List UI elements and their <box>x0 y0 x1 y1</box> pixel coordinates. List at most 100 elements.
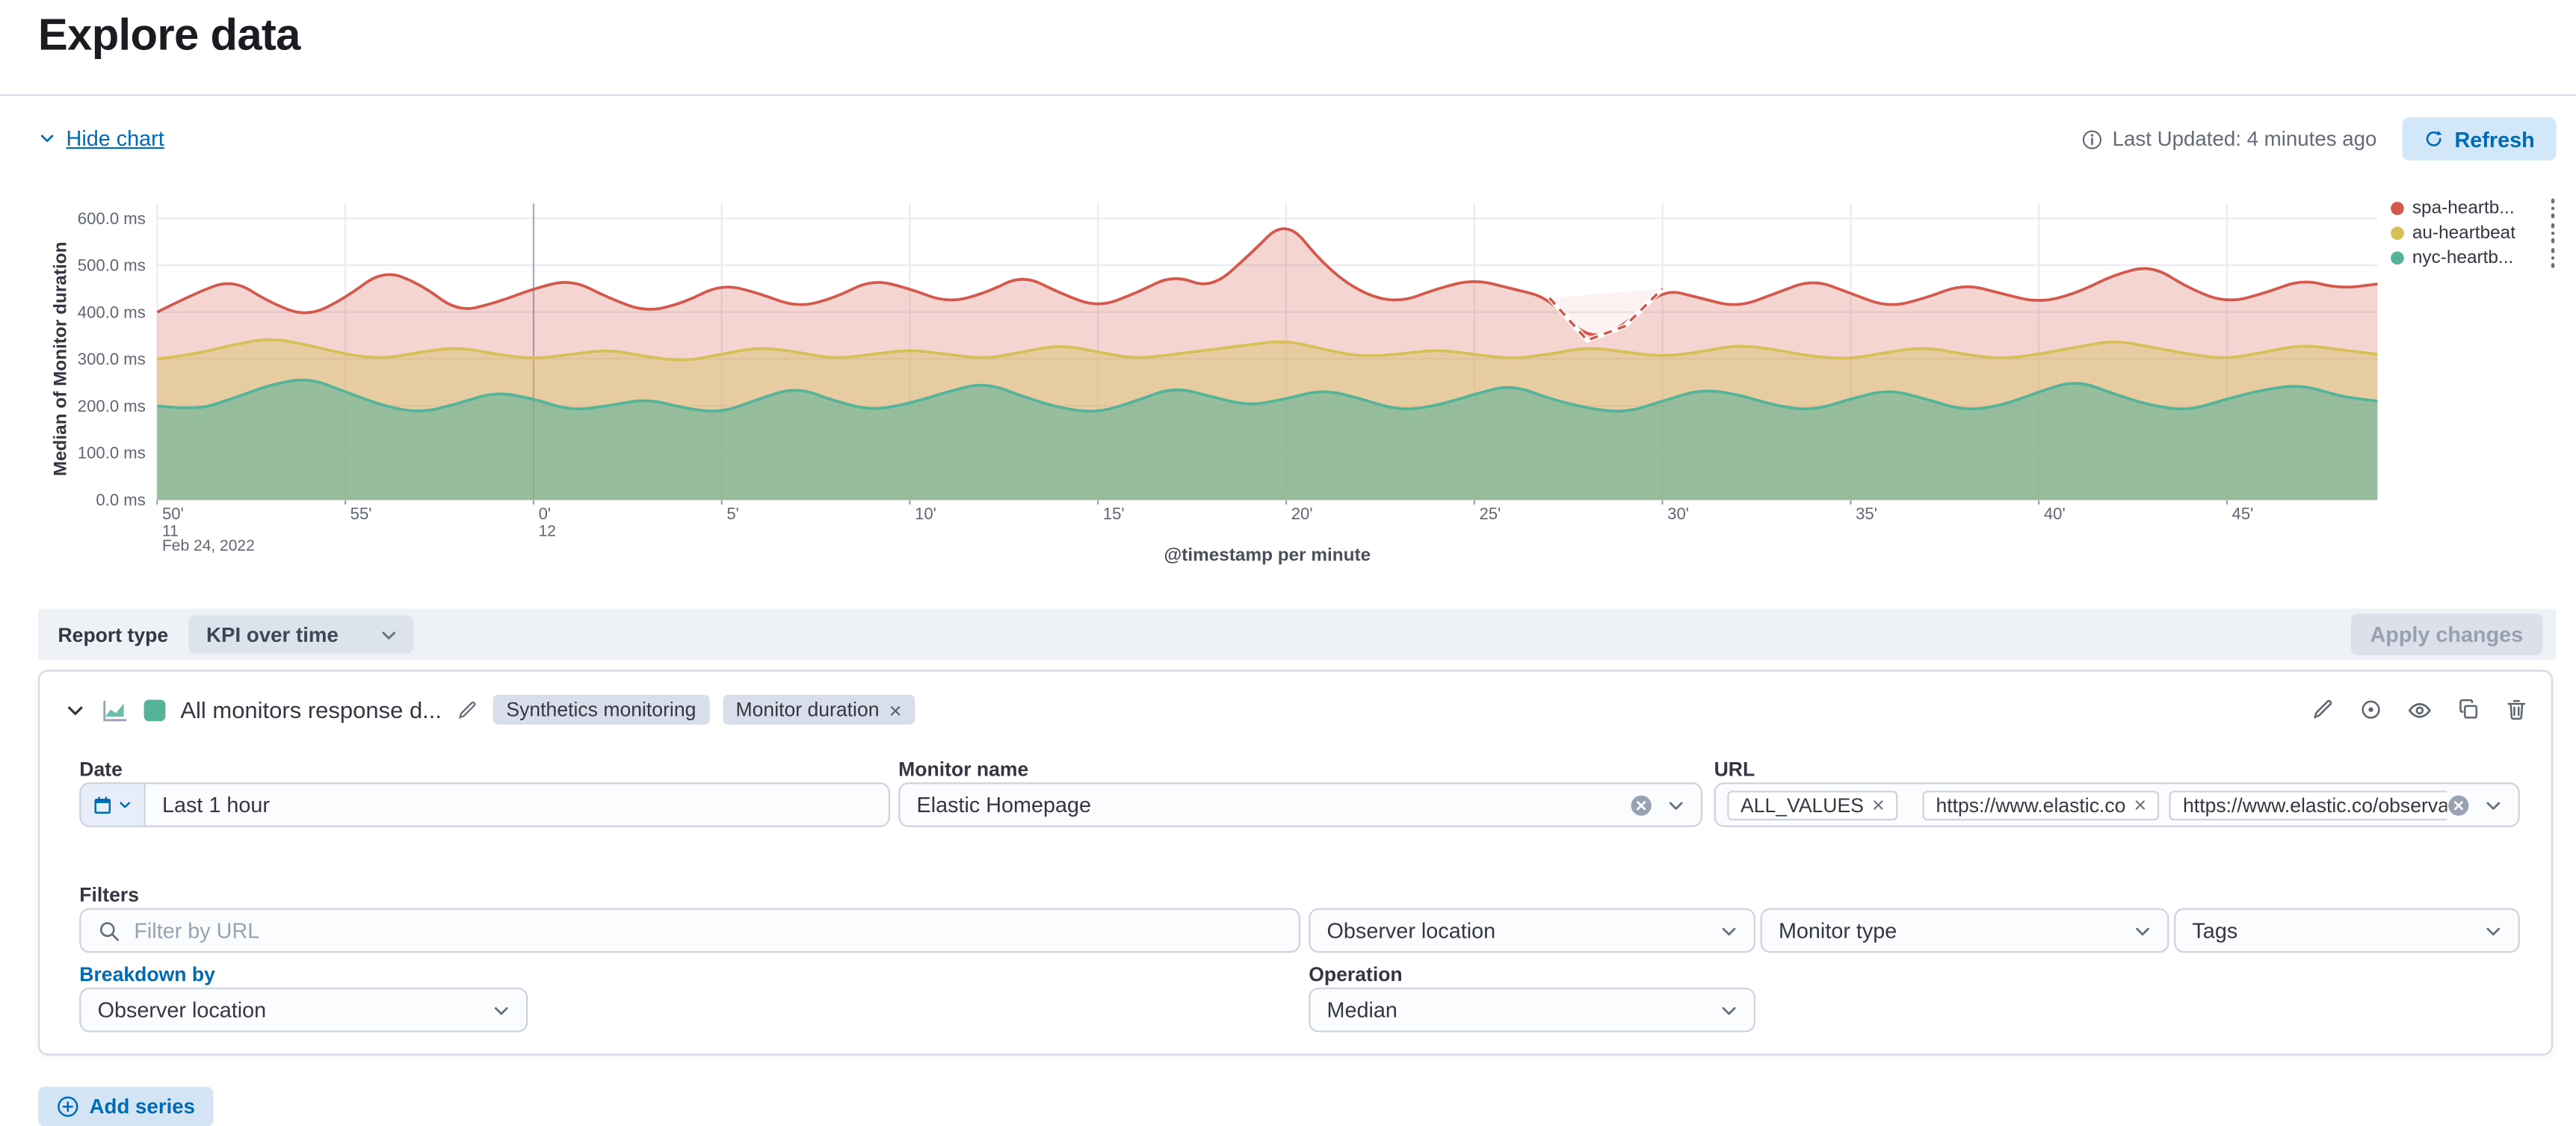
date-range-value[interactable]: Last 1 hour <box>161 792 270 817</box>
collapse-chevron-down-icon[interactable] <box>64 699 86 720</box>
select-value: Monitor type <box>1778 918 1897 943</box>
date-quick-select[interactable] <box>81 784 146 826</box>
date-picker[interactable]: Last 1 hour <box>79 782 891 827</box>
series-panel-header: All monitors response d... Synthetics mo… <box>64 691 2527 728</box>
add-series-button[interactable]: Add series <box>37 1086 214 1126</box>
edit-icon[interactable] <box>2311 698 2335 721</box>
refresh-icon <box>2425 130 2441 146</box>
clear-icon[interactable] <box>1630 794 1653 817</box>
svg-text:11: 11 <box>162 522 179 539</box>
legend-color-dot <box>2391 202 2404 215</box>
svg-text:400.0 ms: 400.0 ms <box>78 303 146 322</box>
select-value: Tags <box>2192 918 2238 943</box>
eye-icon[interactable] <box>2407 697 2432 722</box>
svg-text:Median of Monitor duration: Median of Monitor duration <box>51 242 71 477</box>
chevron-down-icon <box>494 1006 508 1015</box>
remove-icon[interactable]: × <box>889 697 902 723</box>
series-color-swatch[interactable] <box>143 699 166 721</box>
monitor-name-combobox[interactable]: Elastic Homepage <box>898 782 1703 827</box>
series-title: All monitors response d... <box>180 696 442 723</box>
hide-chart-link[interactable]: Hide chart <box>38 126 164 150</box>
tags-filter-select[interactable]: Tags <box>2174 908 2520 953</box>
svg-text:30': 30' <box>1667 504 1689 523</box>
refresh-button[interactable]: Refresh <box>2401 117 2557 161</box>
remove-icon[interactable]: × <box>1872 792 1885 817</box>
url-filter-pill[interactable]: ALL_VALUES × <box>1727 790 1898 820</box>
svg-text:25': 25' <box>1479 504 1501 523</box>
legend-label: nyc-heartb... <box>2412 248 2514 268</box>
clear-icon[interactable] <box>2447 794 2470 817</box>
legend-label: spa-heartb... <box>2412 198 2515 219</box>
legend-color-dot <box>2391 251 2404 265</box>
copy-icon[interactable] <box>2457 698 2480 721</box>
url-pill-label: https://www.elastic.co/observability <box>2183 793 2447 817</box>
chevron-down-icon[interactable] <box>2483 795 2504 815</box>
svg-text:40': 40' <box>2044 504 2066 523</box>
search-icon <box>99 921 120 941</box>
svg-text:300.0 ms: 300.0 ms <box>78 350 146 368</box>
legend-label: au-heartbeat <box>2412 223 2515 244</box>
filter-by-url-input[interactable] <box>120 916 1299 945</box>
operation-label: Operation <box>1309 962 1403 986</box>
series-badge-label: Synthetics monitoring <box>506 698 696 722</box>
svg-text:50': 50' <box>162 504 184 523</box>
svg-text:100.0 ms: 100.0 ms <box>78 444 146 463</box>
info-icon <box>2082 129 2101 149</box>
report-type-label: Report type <box>58 622 169 646</box>
chart-canvas[interactable]: 600.0 ms 500.0 ms 400.0 ms 300.0 ms 200.0 ms… <box>0 173 2576 587</box>
edit-title-pencil-icon[interactable] <box>457 699 478 720</box>
inspect-icon[interactable] <box>2359 698 2382 721</box>
legend-menu-icon[interactable] <box>2545 247 2560 269</box>
last-updated: Last Updated: 4 minutes ago <box>2081 127 2377 151</box>
chevron-down-icon <box>2486 927 2501 935</box>
svg-text:0': 0' <box>539 504 552 523</box>
refresh-label: Refresh <box>2454 126 2535 152</box>
svg-text:45': 45' <box>2232 504 2254 523</box>
select-value: Observer location <box>1326 918 1496 943</box>
svg-text:Feb 24, 2022: Feb 24, 2022 <box>162 537 255 554</box>
svg-text:5': 5' <box>726 504 739 523</box>
report-type-select[interactable]: KPI over time <box>188 615 413 654</box>
date-label: Date <box>79 757 123 781</box>
legend-item[interactable]: spa-heartb... <box>2391 197 2560 220</box>
apply-changes-button[interactable]: Apply changes <box>2350 613 2543 655</box>
plus-circle-icon <box>58 1096 78 1117</box>
operation-select[interactable]: Median <box>1309 987 1755 1033</box>
legend-menu-icon[interactable] <box>2545 222 2560 244</box>
url-filter-pill[interactable]: https://www.elastic.co × <box>1922 790 2160 820</box>
observer-location-filter-select[interactable]: Observer location <box>1309 908 1755 953</box>
url-filter-search[interactable] <box>79 908 1301 953</box>
trash-icon[interactable] <box>2505 698 2528 721</box>
filters-label: Filters <box>79 883 140 907</box>
url-label: URL <box>1714 757 1755 781</box>
legend-color-dot <box>2391 226 2404 241</box>
chevron-down-icon <box>1722 927 1736 935</box>
url-filter-pill[interactable]: https://www.elastic.co/observability× <box>2169 790 2447 820</box>
legend-item[interactable]: au-heartbeat <box>2391 222 2560 244</box>
series-badge[interactable]: Monitor duration × <box>722 694 915 725</box>
monitor-name-value: Elastic Homepage <box>916 792 1092 817</box>
chart-legend: spa-heartb... au-heartbeat nyc-heartb... <box>2391 199 2560 268</box>
series-badge-label: Monitor duration <box>735 698 880 722</box>
series-badge[interactable]: Synthetics monitoring <box>492 694 710 725</box>
report-type-value: KPI over time <box>206 622 339 646</box>
remove-icon[interactable]: × <box>2134 792 2147 817</box>
svg-text:10': 10' <box>915 504 936 523</box>
svg-text:12: 12 <box>539 522 556 539</box>
legend-menu-icon[interactable] <box>2545 197 2560 220</box>
last-updated-text: Last Updated: 4 minutes ago <box>2112 127 2377 151</box>
chevron-down-icon <box>40 134 54 143</box>
breakdown-by-select[interactable]: Observer location <box>79 987 528 1033</box>
chevron-down-icon <box>2136 927 2149 935</box>
report-type-bar: Report type KPI over time Apply changes <box>37 608 2557 661</box>
url-combobox[interactable]: ALL_VALUES × https://www.elastic.co × https:… <box>1714 782 2520 827</box>
chevron-down-icon[interactable] <box>1666 795 1686 815</box>
chevron-down-icon <box>381 631 395 639</box>
monitor-type-filter-select[interactable]: Monitor type <box>1760 908 2169 953</box>
svg-text:55': 55' <box>350 504 372 523</box>
svg-text:@timestamp per minute: @timestamp per minute <box>1164 545 1371 566</box>
monitor-name-label: Monitor name <box>898 757 1029 781</box>
legend-item[interactable]: nyc-heartb... <box>2391 248 2560 268</box>
svg-text:200.0 ms: 200.0 ms <box>78 397 146 415</box>
